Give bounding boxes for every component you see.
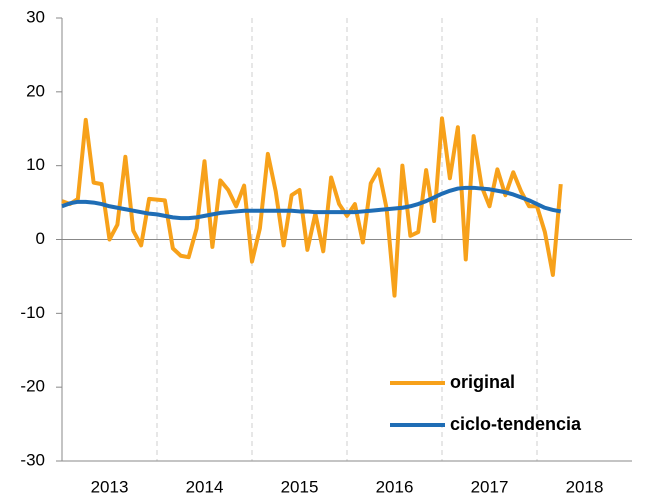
legend-label: ciclo-tendencia [450,414,582,434]
y-tick-label: 10 [26,155,45,174]
y-tick-label: -30 [20,450,45,469]
series-line [61,116,563,298]
x-tick-label: 2016 [376,477,414,496]
x-tick-label: 2014 [186,477,224,496]
legend-label: original [450,372,515,392]
y-tick-label: -20 [20,377,45,396]
y-tick-label: -10 [20,303,45,322]
x-tick-label: 2015 [281,477,319,496]
y-tick-label: 20 [26,81,45,100]
y-tick-label: 0 [36,229,45,248]
x-tick-label: 2017 [471,477,509,496]
y-tick-label: 30 [26,7,45,26]
series-line [61,185,562,221]
x-tick-label: 2013 [91,477,129,496]
x-tick-label: 2018 [566,477,604,496]
